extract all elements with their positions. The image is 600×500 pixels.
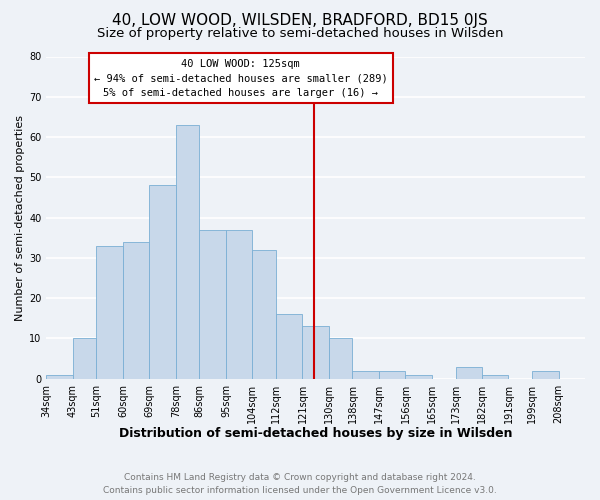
Y-axis label: Number of semi-detached properties: Number of semi-detached properties [15, 114, 25, 320]
Bar [226, 230, 253, 378]
Bar [97, 246, 123, 378]
Bar [532, 370, 559, 378]
Bar [302, 326, 329, 378]
Text: Size of property relative to semi-detached houses in Wilsden: Size of property relative to semi-detach… [97, 28, 503, 40]
Bar [73, 338, 97, 378]
Bar [123, 242, 149, 378]
Bar [379, 370, 406, 378]
Bar [176, 125, 199, 378]
Bar [199, 230, 226, 378]
Bar [329, 338, 352, 378]
Text: 40 LOW WOOD: 125sqm
← 94% of semi-detached houses are smaller (289)
5% of semi-d: 40 LOW WOOD: 125sqm ← 94% of semi-detach… [94, 58, 388, 98]
Bar [352, 370, 379, 378]
Bar [253, 250, 276, 378]
X-axis label: Distribution of semi-detached houses by size in Wilsden: Distribution of semi-detached houses by … [119, 427, 512, 440]
Bar [149, 186, 176, 378]
Text: Contains HM Land Registry data © Crown copyright and database right 2024.
Contai: Contains HM Land Registry data © Crown c… [103, 473, 497, 495]
Bar [276, 314, 302, 378]
Bar [406, 374, 432, 378]
Text: 40, LOW WOOD, WILSDEN, BRADFORD, BD15 0JS: 40, LOW WOOD, WILSDEN, BRADFORD, BD15 0J… [112, 12, 488, 28]
Bar [46, 374, 73, 378]
Bar [455, 366, 482, 378]
Bar [482, 374, 508, 378]
